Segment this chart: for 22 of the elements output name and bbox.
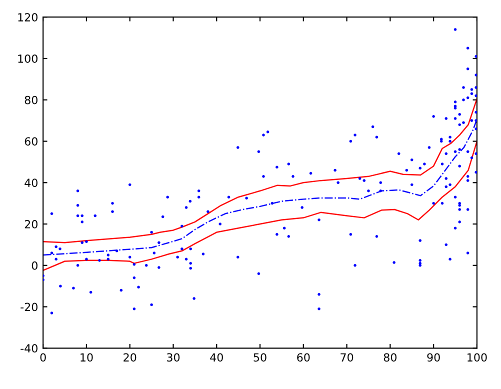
- x-tick-label: 40: [210, 353, 223, 362]
- x-tick-label: 60: [297, 353, 310, 362]
- y-tick-label: -40: [20, 344, 38, 353]
- line-series: [43, 98, 477, 244]
- x-tick-label: 90: [427, 353, 440, 362]
- y-tick-label: 20: [24, 220, 38, 228]
- x-tick-label: 30: [167, 353, 180, 362]
- y-tick-label: 60: [24, 137, 38, 146]
- y-tick-label: 40: [24, 178, 38, 188]
- x-tick-label: 50: [254, 353, 266, 362]
- x-tick-label: 10: [80, 353, 93, 362]
- y-tick-label: 80: [24, 96, 38, 104]
- y-tick-label: 120: [18, 13, 38, 22]
- x-tick-label: 20: [124, 353, 136, 362]
- y-tick-label: 100: [18, 54, 38, 63]
- x-tick-label: 100: [468, 353, 487, 362]
- y-tick-label: -20: [20, 302, 38, 312]
- x-tick-label: 80: [384, 353, 397, 362]
- x-tick-label: 70: [340, 353, 354, 362]
- y-tick-label: 0: [32, 261, 38, 270]
- x-tick-label: 0: [40, 353, 46, 362]
- line-series: [43, 140, 477, 271]
